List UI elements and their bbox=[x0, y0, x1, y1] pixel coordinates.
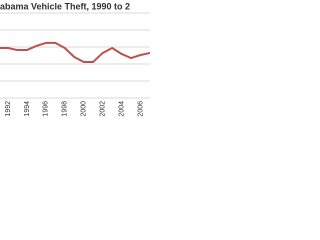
chart-title: abama Vehicle Theft, 1990 to 2 bbox=[0, 1, 130, 11]
x-tick-label: 2004 bbox=[118, 101, 125, 117]
x-tick-label: 2006 bbox=[137, 101, 144, 117]
x-tick-label: 1992 bbox=[5, 101, 12, 117]
x-tick-label: 1994 bbox=[24, 101, 31, 117]
x-tick-label: 1998 bbox=[62, 101, 69, 117]
data-line bbox=[0, 41, 150, 63]
x-tick-label: 1996 bbox=[43, 101, 50, 117]
x-tick-label: 2000 bbox=[81, 101, 88, 117]
x-tick-label: 2002 bbox=[100, 101, 107, 117]
chart: abama Vehicle Theft, 1990 to 2 1992 1994 1… bbox=[0, 1, 150, 117]
